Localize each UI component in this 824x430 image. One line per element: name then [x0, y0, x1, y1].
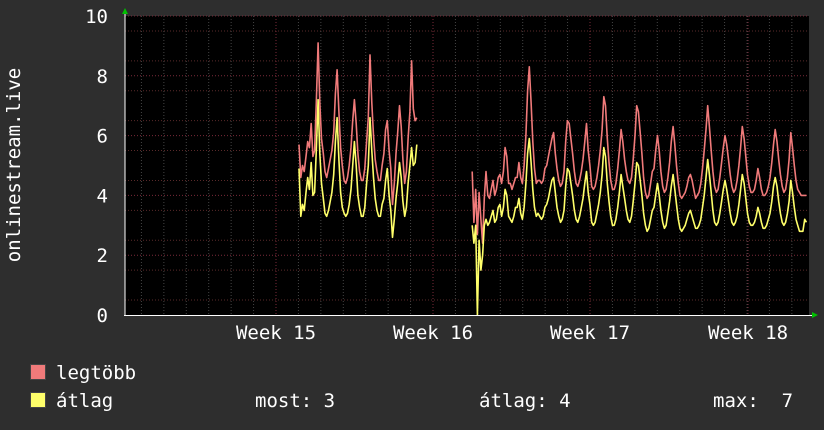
- y-axis-label: onlinestream.live: [3, 68, 25, 262]
- series-line-avg: [298, 98, 808, 316]
- x-tick-label: Week 16: [393, 322, 473, 344]
- chart: 0 2 4 6 8 10 Week 15 Week 16 Week 17 Week 18 onl…: [3, 6, 818, 344]
- legend-item-max: legtöbb: [30, 362, 136, 384]
- x-axis-arrow: [812, 312, 818, 318]
- legend-label-max: legtöbb: [56, 362, 137, 384]
- plot-area: [125, 16, 809, 315]
- axes: [122, 8, 818, 318]
- x-tick-label: Week 18: [708, 322, 788, 344]
- y-tick-label: 10: [85, 6, 108, 28]
- series-lines: [298, 42, 808, 316]
- y-tick-label: 4: [97, 185, 108, 207]
- legend-item-avg: átlag: [30, 390, 113, 412]
- y-axis-arrow: [122, 8, 128, 14]
- x-tick-label: Week 15: [236, 322, 316, 344]
- x-tick-labels: Week 15 Week 16 Week 17 Week 18: [236, 322, 788, 344]
- y-tick-label: 0: [97, 305, 108, 327]
- series-line-max: [298, 42, 807, 244]
- grid: [125, 15, 809, 315]
- x-tick-label: Week 17: [550, 322, 630, 344]
- y-tick-label: 2: [97, 245, 108, 267]
- legend-label-avg: átlag: [56, 390, 114, 412]
- stat-now: most: 3: [255, 390, 336, 412]
- legend-swatch-max: [30, 364, 46, 380]
- stat-max: max: 7: [713, 390, 794, 412]
- y-tick-label: 8: [97, 66, 108, 88]
- y-tick-label: 6: [97, 126, 108, 148]
- y-tick-labels: 0 2 4 6 8 10: [85, 6, 108, 327]
- stat-avg: átlag: 4: [479, 390, 571, 412]
- legend-swatch-avg: [30, 392, 46, 408]
